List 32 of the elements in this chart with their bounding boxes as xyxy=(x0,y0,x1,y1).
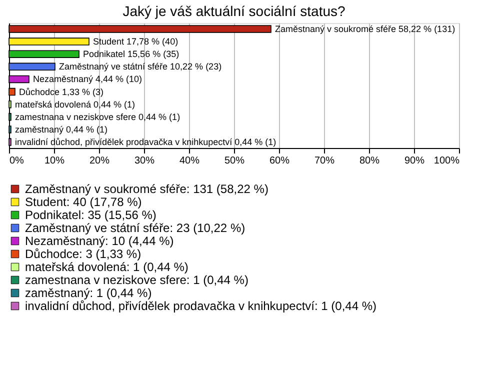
data-label: Zaměstnaný v soukromé sféře 58,22 % (131) xyxy=(274,24,456,34)
data-label: mateřská dovolená 0,44 % (1) xyxy=(14,99,136,110)
legend-label: Podnikatel: 35 (15,56 %) xyxy=(25,208,156,222)
legend-label: mateřská dovolená: 1 (0,44 %) xyxy=(25,260,188,274)
x-tick-label: 20% xyxy=(89,156,110,166)
chart-title: Jaký je váš aktuální sociální status? xyxy=(122,3,346,19)
legend-label: zamestnana v neziskove sfere: 1 (0,44 %) xyxy=(25,273,248,287)
legend-label: invalidní důchod, přivídělek prodavačka v knihkupectví: 1 (0,44 %) xyxy=(25,299,377,313)
data-label: Zaměstnaný ve státní sféře 10,22 % (23) xyxy=(58,62,222,72)
legend-label: Zaměstnaný ve státní sféře: 23 (10,22 %) xyxy=(25,221,246,235)
x-tick-label: 30% xyxy=(134,156,155,166)
data-label: Důchodce 1,33 % (3) xyxy=(18,86,104,97)
legend-label: Student: 40 (17,78 %) xyxy=(25,195,142,209)
data-label: invalidní důchod, přivídělek prodavačka v knihkupectví 0,44 % (1) xyxy=(14,137,276,148)
x-tick-label: 60% xyxy=(269,156,290,166)
data-label: zamestnana v neziskove sfere 0,44 % (1) xyxy=(14,112,180,122)
legend-label: Důchodce: 3 (1,33 %) xyxy=(25,247,142,261)
legend-label: zaměstnaný: 1 (0,44 %) xyxy=(25,286,152,300)
x-tick-label: 50% xyxy=(224,156,245,166)
legend-label: Nezaměstnaný: 10 (4,44 %) xyxy=(25,234,174,248)
x-tick-label: 100% xyxy=(434,156,460,166)
x-tick-label: 70% xyxy=(314,156,335,166)
x-tick-label: 10% xyxy=(44,156,65,166)
data-label: Nezaměstnaný 4,44 % (10) xyxy=(32,74,142,84)
x-tick-label: 80% xyxy=(359,156,380,166)
data-label: Podnikatel 15,56 % (35) xyxy=(83,49,180,60)
x-tick-label: 40% xyxy=(179,156,200,166)
data-label: Student 17,78 % (40) xyxy=(93,36,178,47)
x-tick-label: 90% xyxy=(404,156,425,166)
x-tick-label: 0% xyxy=(10,156,24,166)
data-label: zaměstnaný 0,44 % (1) xyxy=(14,124,108,134)
legend-label: Zaměstnaný v soukromé sféře: 131 (58,22 %) xyxy=(25,182,268,196)
